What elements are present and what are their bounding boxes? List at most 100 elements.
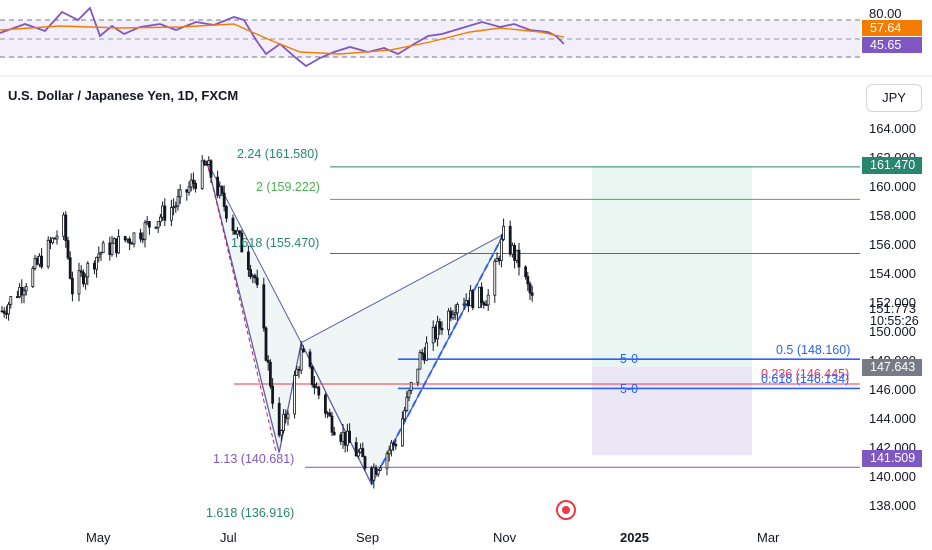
candle-body	[71, 277, 74, 295]
candle-body	[436, 321, 440, 340]
candle-body	[246, 251, 250, 270]
candle-body	[264, 327, 268, 361]
candle-body	[524, 266, 527, 277]
candle-body	[359, 448, 363, 453]
target-price-badge: 161.470	[862, 157, 922, 174]
candle-body	[176, 196, 180, 207]
rsi-line	[0, 6, 565, 68]
candle-body	[172, 206, 176, 209]
candle-body	[200, 160, 204, 189]
candle-body	[284, 413, 288, 419]
candle-body	[55, 235, 59, 240]
currency-button[interactable]: JPY	[866, 84, 922, 112]
candle-body	[154, 226, 158, 229]
candle-body	[40, 255, 43, 268]
time-tick: Jul	[220, 530, 237, 545]
price-tick: 140.000	[869, 469, 916, 484]
candle-body	[235, 230, 239, 235]
candle-body	[513, 245, 516, 261]
candle-body	[499, 238, 503, 262]
candle-body	[156, 221, 160, 229]
candle-body	[139, 232, 143, 240]
candle-body	[348, 430, 352, 443]
candle-body	[68, 257, 72, 279]
candle-body	[77, 270, 81, 295]
candle-body	[251, 275, 255, 278]
candle-body	[194, 183, 198, 189]
candle-body	[0, 310, 4, 313]
candle-body	[18, 287, 22, 298]
candle-body	[308, 351, 312, 367]
candle-body	[49, 239, 52, 243]
candle-body	[447, 310, 451, 331]
candle-body	[464, 300, 468, 305]
candle-body	[497, 258, 501, 262]
candle-body	[407, 390, 411, 398]
candle-body	[455, 304, 459, 314]
candle-body	[130, 242, 134, 245]
candle-body	[38, 255, 41, 265]
harmonic-dashed-xa	[206, 160, 277, 453]
candle-body	[66, 240, 70, 259]
candle-body	[515, 249, 519, 261]
price-tick: 156.000	[869, 237, 916, 252]
candle-body	[178, 189, 182, 198]
candle-body	[123, 236, 127, 241]
candle-body	[341, 431, 345, 442]
candle-body	[115, 238, 118, 254]
candle-body	[299, 348, 303, 371]
candle-body	[431, 326, 435, 344]
candle-body	[293, 374, 297, 415]
candle-body	[332, 431, 336, 436]
candle-body	[126, 238, 129, 241]
candle-body	[370, 467, 374, 481]
price-tick: 154.000	[869, 266, 916, 281]
price-tick: 146.000	[869, 382, 916, 397]
candle-body	[471, 290, 475, 309]
candle-body	[35, 258, 39, 265]
candle-body	[451, 314, 455, 319]
earnings-marker	[556, 500, 576, 520]
candle-body	[161, 205, 165, 218]
candle-body	[378, 467, 382, 471]
candle-body	[112, 238, 116, 244]
candle-body	[97, 253, 101, 258]
candle-body	[416, 368, 420, 383]
candle-body	[343, 431, 347, 446]
candle-body	[209, 160, 213, 178]
candle-body	[339, 434, 343, 442]
candle-body	[363, 456, 367, 469]
candle-body	[233, 230, 237, 235]
candle-body	[315, 386, 319, 389]
fib-label-1-13: 1.13 (140.681)	[213, 452, 295, 466]
price-tick: 150.000	[869, 324, 916, 339]
candle-body	[191, 179, 195, 184]
chart-title: U.S. Dollar / Japanese Yen, 1D, FXCM	[8, 88, 239, 103]
candle-body	[262, 284, 266, 329]
time-tick: May	[86, 530, 111, 545]
candle-body	[86, 262, 90, 278]
candle-body	[93, 262, 96, 270]
candle-body	[185, 189, 189, 193]
candle-body	[385, 453, 389, 469]
price-tick: 164.000	[869, 121, 916, 136]
time-tick: Mar	[757, 530, 780, 545]
candle-body	[301, 348, 305, 353]
candle-body	[249, 269, 253, 278]
candle-body	[326, 412, 330, 415]
time-tick: Sep	[356, 530, 380, 545]
candle-body	[510, 245, 514, 255]
candle-body	[528, 283, 532, 294]
candle-body	[372, 467, 376, 481]
price-tick: 138.000	[869, 498, 916, 513]
candle-body	[389, 442, 393, 451]
candle-body	[374, 467, 378, 475]
fifty-percent-label-b: 5-0	[620, 382, 639, 396]
candle-body	[169, 207, 173, 221]
candle-body	[216, 176, 220, 196]
candle-body	[51, 237, 54, 243]
candle-body	[295, 368, 299, 376]
candle-body	[361, 448, 365, 458]
candle-body	[405, 396, 409, 411]
